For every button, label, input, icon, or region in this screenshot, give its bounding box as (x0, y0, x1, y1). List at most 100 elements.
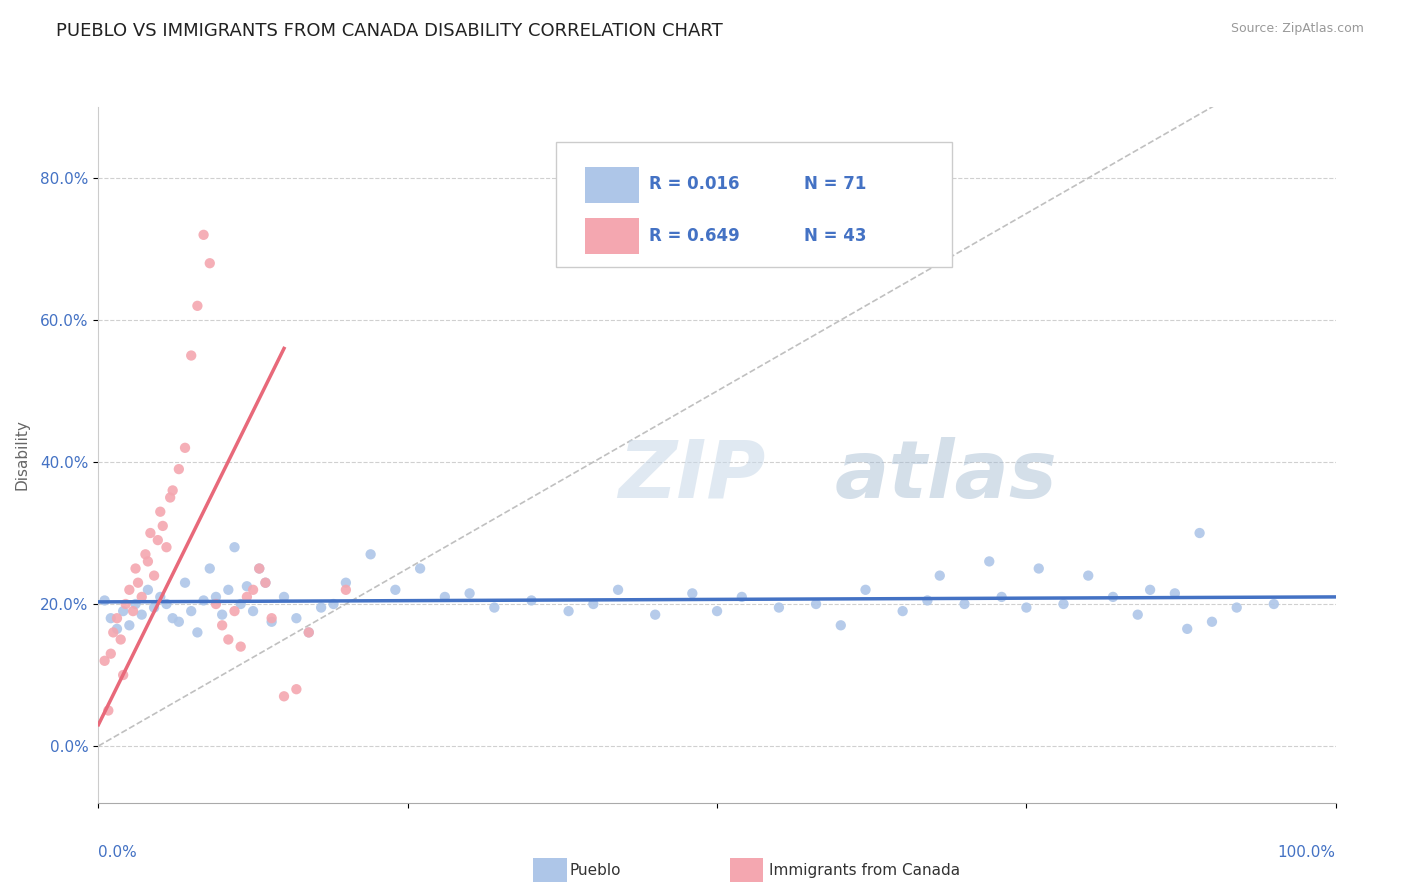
Point (1052, 597, 1074, 611)
Point (681, 586, 703, 600)
Point (124, 561, 146, 575)
Point (706, 604, 728, 618)
Point (155, 597, 177, 611)
Point (236, 579, 259, 593)
Point (433, 590, 456, 604)
Point (1263, 597, 1285, 611)
Point (198, 256, 221, 270)
Point (224, 604, 246, 618)
Point (247, 561, 270, 575)
Point (644, 607, 666, 622)
Point (198, 561, 221, 575)
Point (557, 604, 579, 618)
Point (139, 526, 162, 541)
Point (830, 618, 852, 632)
Text: ZIP: ZIP (619, 437, 765, 515)
Point (1201, 615, 1223, 629)
Point (134, 547, 156, 561)
Point (149, 590, 172, 604)
FancyBboxPatch shape (585, 167, 640, 203)
Point (990, 590, 1012, 604)
Text: R = 0.016: R = 0.016 (650, 176, 740, 194)
Point (186, 625, 208, 640)
FancyBboxPatch shape (585, 219, 640, 254)
Point (229, 597, 252, 611)
Point (1188, 526, 1211, 541)
Point (205, 590, 228, 604)
Point (97, 704, 120, 718)
Point (174, 441, 197, 455)
Point (298, 625, 321, 640)
Point (484, 600, 506, 615)
Point (1102, 590, 1125, 604)
Y-axis label: Disability: Disability (14, 419, 30, 491)
Point (143, 600, 166, 615)
Point (93, 654, 115, 668)
Point (224, 540, 246, 554)
Point (768, 600, 790, 615)
Point (110, 632, 132, 647)
Point (607, 582, 630, 597)
Point (1164, 586, 1187, 600)
Point (159, 491, 181, 505)
Point (149, 505, 172, 519)
Point (731, 590, 754, 604)
Point (458, 586, 481, 600)
Text: N = 43: N = 43 (804, 227, 866, 244)
Point (162, 483, 184, 498)
Point (146, 533, 169, 548)
Point (217, 632, 239, 647)
Point (112, 604, 135, 618)
Point (217, 582, 239, 597)
Point (1226, 600, 1249, 615)
Point (247, 561, 270, 575)
Point (236, 590, 259, 604)
Point (309, 600, 332, 615)
Point (93, 593, 115, 607)
Point (917, 593, 939, 607)
Point (298, 625, 321, 640)
Point (124, 597, 146, 611)
Point (260, 611, 283, 625)
Point (335, 575, 357, 590)
Point (118, 618, 141, 632)
Point (254, 575, 277, 590)
Text: Source: ZipAtlas.com: Source: ZipAtlas.com (1230, 22, 1364, 36)
Point (122, 604, 145, 618)
Point (229, 640, 252, 654)
Point (242, 604, 264, 618)
Point (582, 597, 605, 611)
Point (360, 547, 382, 561)
Point (254, 575, 277, 590)
Point (1139, 582, 1161, 597)
Point (162, 611, 184, 625)
Point (100, 647, 122, 661)
Point (273, 590, 295, 604)
Point (167, 462, 190, 476)
Point (180, 604, 202, 618)
Point (100, 611, 122, 625)
Point (193, 593, 215, 607)
Point (335, 582, 357, 597)
Point (114, 597, 136, 611)
Point (105, 622, 128, 636)
Point (105, 611, 128, 625)
Point (131, 607, 153, 622)
Point (118, 582, 141, 597)
Text: Pueblo: Pueblo (569, 863, 621, 878)
Point (855, 582, 877, 597)
Point (180, 349, 202, 363)
Point (273, 690, 295, 704)
Point (112, 668, 135, 682)
Point (1077, 568, 1099, 582)
Point (155, 540, 177, 554)
Text: N = 71: N = 71 (804, 176, 866, 194)
Point (131, 590, 153, 604)
Point (804, 597, 827, 611)
Point (322, 597, 344, 611)
Point (1028, 561, 1050, 575)
Point (285, 611, 308, 625)
Point (193, 227, 215, 242)
Point (152, 519, 174, 533)
Point (520, 593, 543, 607)
